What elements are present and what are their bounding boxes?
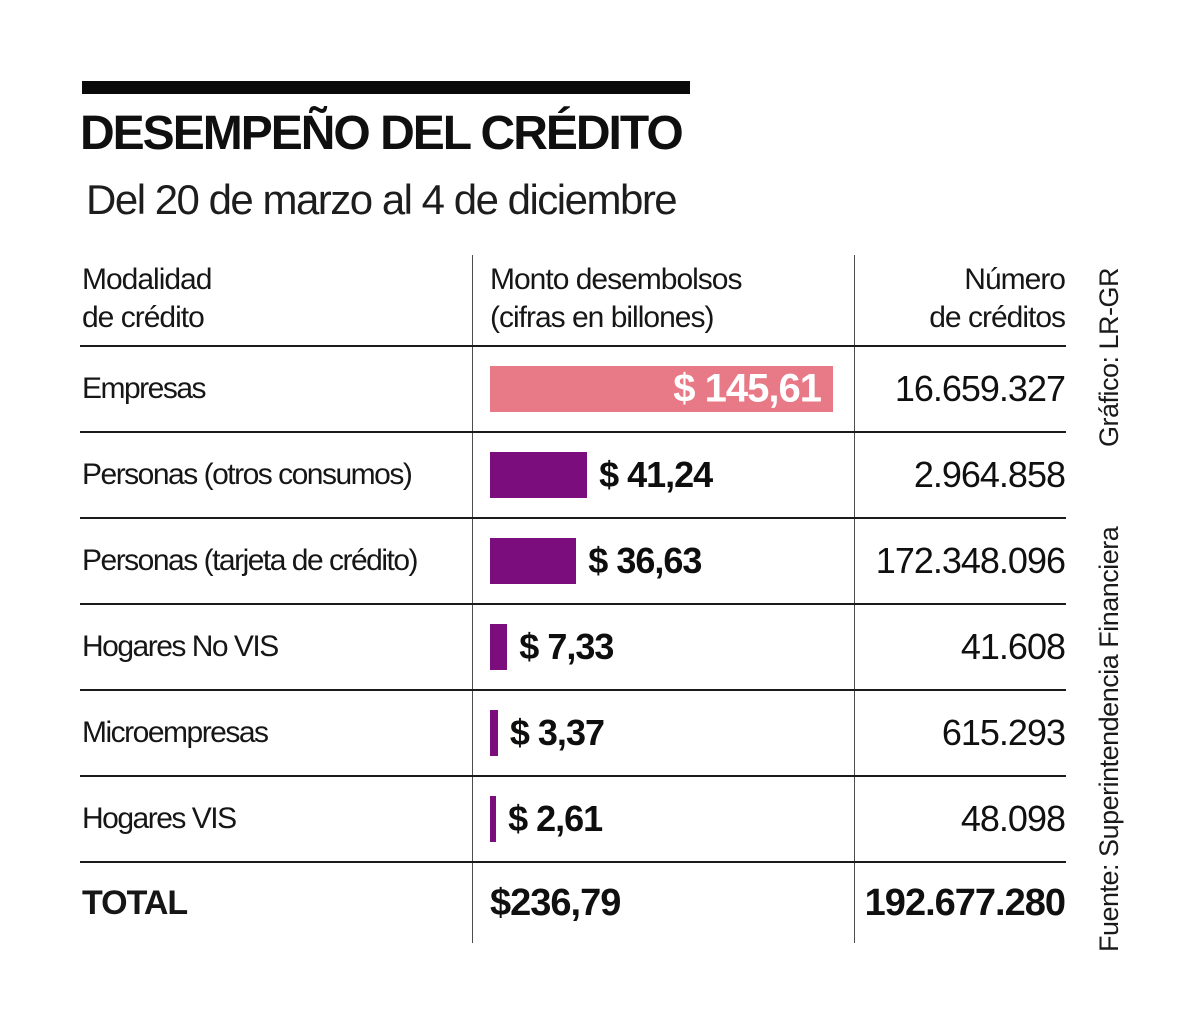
- row-count-cell: 2.964.858: [855, 433, 1066, 517]
- table-row-hogares-vis: Hogares VIS $ 2,61 48.098: [80, 777, 1066, 863]
- column-header-monto-label: Monto desembolsos (cifras en billones): [490, 263, 742, 334]
- bar-track: $ 145,61: [490, 366, 833, 412]
- column-header-modalidad-label: Modalidad de crédito: [82, 263, 212, 334]
- total-monto: $236,79: [490, 881, 621, 924]
- bar-value-label: $ 145,61: [673, 366, 822, 411]
- row-count-cell: 48.098: [855, 777, 1066, 861]
- row-bar-cell: $ 7,33: [472, 605, 855, 689]
- bar-value-label: $ 41,24: [599, 454, 713, 495]
- column-header-numero-label: Número de créditos: [929, 263, 1066, 334]
- row-label-cell: Personas (otros consumos): [80, 433, 472, 517]
- credit-count: 172.348.096: [875, 540, 1066, 581]
- row-label-cell: Personas (tarjeta de crédito): [80, 519, 472, 603]
- table-row-hogares-no-vis: Hogares No VIS $ 7,33 41.608: [80, 605, 1066, 691]
- table-row-total: TOTAL $236,79 192.677.280: [80, 863, 1066, 943]
- row-count-cell: 41.608: [855, 605, 1066, 689]
- credit-count: 48.098: [960, 798, 1066, 839]
- bar-microempresas: [490, 710, 498, 756]
- total-credit-count: 192.677.280: [864, 881, 1066, 924]
- credit-count: 41.608: [960, 626, 1066, 667]
- page-subtitle: Del 20 de marzo al 4 de diciembre: [86, 176, 678, 223]
- bar-empresas: $ 145,61: [490, 366, 833, 412]
- total-monto-cell: $236,79: [472, 863, 855, 943]
- row-label: Hogares VIS: [82, 802, 237, 835]
- bar-hogares-vis: [490, 796, 497, 842]
- credit-count: 16.659.327: [894, 368, 1066, 409]
- bar-track: $ 36,63: [490, 538, 833, 584]
- row-label-cell: Empresas: [80, 347, 472, 431]
- row-count-cell: 615.293: [855, 691, 1066, 775]
- row-label: Personas (tarjeta de crédito): [82, 544, 419, 577]
- total-label: TOTAL: [82, 883, 188, 922]
- source-credit: Fuente: Superintendencia Financiera: [1094, 526, 1124, 952]
- row-bar-cell: $ 36,63: [472, 519, 855, 603]
- page-title: DESEMPEÑO DEL CRÉDITO: [80, 107, 684, 160]
- credit-count: 615.293: [941, 712, 1066, 753]
- bar-track: $ 3,37: [490, 710, 833, 756]
- row-label: Empresas: [82, 372, 207, 405]
- credit-count: 2.964.858: [913, 454, 1066, 495]
- table-row-empresas: Empresas $ 145,61 16.659.327: [80, 347, 1066, 433]
- column-header-numero: Número de créditos: [855, 255, 1066, 345]
- bar-value-label: $ 3,37: [509, 712, 605, 753]
- row-label: Personas (otros consumos): [82, 458, 413, 491]
- bar-hogares-no-vis: [490, 624, 508, 670]
- row-bar-cell: $ 3,37: [472, 691, 855, 775]
- bar-value-label: $ 2,61: [508, 798, 603, 839]
- table-row-personas-otros-consumos: Personas (otros consumos) $ 41,24 2.964.…: [80, 433, 1066, 519]
- row-bar-cell: $ 41,24: [472, 433, 855, 517]
- column-header-monto: Monto desembolsos (cifras en billones): [472, 255, 855, 345]
- row-label: Hogares No VIS: [82, 630, 279, 663]
- table-header-row: Modalidad de crédito Monto desembolsos (…: [80, 255, 1066, 347]
- bar-track: $ 2,61: [490, 796, 833, 842]
- bar-personas-otros-consumos: [490, 452, 588, 498]
- bar-track: $ 7,33: [490, 624, 833, 670]
- row-count-cell: 172.348.096: [855, 519, 1066, 603]
- row-bar-cell: $ 2,61: [472, 777, 855, 861]
- column-header-modalidad: Modalidad de crédito: [80, 255, 472, 345]
- bar-value-label: $ 36,63: [588, 540, 702, 581]
- row-label-cell: Hogares VIS: [80, 777, 472, 861]
- table-row-personas-tarjeta: Personas (tarjeta de crédito) $ 36,63 17…: [80, 519, 1066, 605]
- total-label-cell: TOTAL: [80, 863, 472, 943]
- bar-value-label: $ 7,33: [519, 626, 614, 667]
- row-label-cell: Microempresas: [80, 691, 472, 775]
- credit-table: Modalidad de crédito Monto desembolsos (…: [80, 255, 1066, 943]
- total-count-cell: 192.677.280: [855, 863, 1066, 943]
- top-rule: [82, 81, 690, 94]
- table-row-microempresas: Microempresas $ 3,37 615.293: [80, 691, 1066, 777]
- bar-personas-tarjeta: [490, 538, 577, 584]
- row-bar-cell: $ 145,61: [472, 347, 855, 431]
- graphic-credit: Gráfico: LR-GR: [1094, 267, 1124, 447]
- row-label-cell: Hogares No VIS: [80, 605, 472, 689]
- row-count-cell: 16.659.327: [855, 347, 1066, 431]
- bar-track: $ 41,24: [490, 452, 833, 498]
- row-label: Microempresas: [82, 716, 269, 749]
